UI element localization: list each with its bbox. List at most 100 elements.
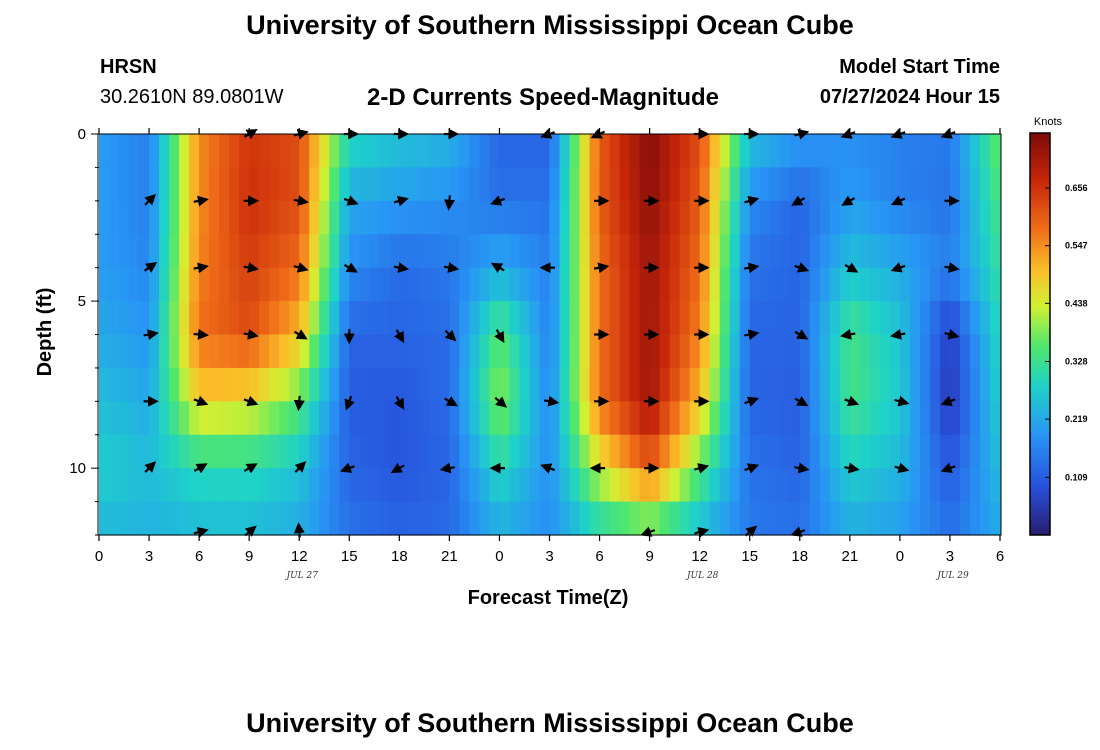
heat-cell [759,301,771,336]
heat-cell [499,334,511,369]
x-tick-label: 9 [245,548,253,565]
heat-cell [959,267,971,302]
current-arrow [443,262,460,273]
heat-cell [449,234,460,269]
heat-cell [959,234,971,269]
heat-cell [619,501,631,536]
heat-cell [579,367,591,402]
heat-cell [599,401,611,436]
heat-cell [769,167,781,202]
heat-cell [759,167,771,202]
heat-cell [399,401,410,436]
heat-cell [879,334,891,369]
heat-cell [489,334,501,369]
heat-cell [109,134,120,169]
heat-cell [979,434,991,469]
heat-cell [799,367,811,402]
heat-cell [379,200,390,235]
heat-cell [439,134,450,169]
heat-cell [979,267,991,302]
heat-cell [369,167,380,202]
heat-cell [709,301,721,336]
heat-cell [169,200,180,235]
heat-cell [579,267,591,302]
heat-cell [589,501,601,536]
model-start-time: 07/27/2024 Hour 15 [819,86,1000,108]
heat-cell [969,434,981,469]
heat-cell [739,334,751,369]
heat-cell [899,234,911,269]
heat-cell [539,267,551,302]
heat-cell [579,134,591,169]
heat-cell [359,401,370,436]
heat-cell [369,434,380,469]
heat-cell [459,501,471,536]
heat-cell [159,301,170,336]
heat-cell [809,367,821,402]
heat-cell [379,301,390,336]
heat-cell [279,501,290,536]
heat-cell [539,134,551,169]
heat-cell [139,468,150,503]
heat-cell [259,434,270,469]
heat-cell [319,167,330,202]
heat-cell [229,434,240,469]
heat-cell [449,267,460,302]
heat-cell [769,267,781,302]
heat-cell [929,267,941,302]
heat-cell [369,501,380,536]
heat-cell [919,200,931,235]
heat-cell [949,468,961,503]
heat-cell [209,267,220,302]
heat-cell [119,234,130,269]
heat-cell [529,234,541,269]
heat-cell [299,501,310,536]
heat-cell [269,334,280,369]
heat-cell [519,468,531,503]
heat-cell [379,134,390,169]
heat-cell [529,468,541,503]
heat-cell [639,200,651,235]
heat-cell [569,501,581,536]
heat-cell [509,167,521,202]
heat-cell [189,334,200,369]
heat-cell [959,501,971,536]
heat-cell [529,267,541,302]
y-tick-label: 5 [78,293,86,310]
heat-cell [139,367,150,402]
heat-cell [439,200,450,235]
heat-cell [779,167,791,202]
heat-cell [919,334,931,369]
heat-cell [199,401,210,436]
heat-cell [859,267,871,302]
heat-cell [229,468,240,503]
heat-cell [809,334,821,369]
heat-cell [559,234,571,269]
heat-cell [499,434,511,469]
heat-cell [509,200,521,235]
heat-cell [929,434,941,469]
heat-cell [649,501,661,536]
heat-cell [209,167,220,202]
heat-cell [849,401,861,436]
heat-cell [599,468,611,503]
heat-cell [409,501,420,536]
heat-cell [449,134,460,169]
heat-cell [299,334,310,369]
heat-cell [179,401,190,436]
heat-cell [119,334,130,369]
heat-cell [499,200,511,235]
heat-cell [279,367,290,402]
heat-cell [909,200,921,235]
x-tick-label: 18 [391,548,408,565]
heat-cell [789,301,801,336]
heat-cell [379,401,390,436]
current-arrow [894,395,910,407]
current-arrow [193,328,209,340]
heat-cell [259,501,270,536]
heat-cell [939,501,951,536]
heat-cell [769,501,781,536]
heat-cell [979,234,991,269]
heat-cell [929,301,941,336]
heat-cell [419,468,430,503]
